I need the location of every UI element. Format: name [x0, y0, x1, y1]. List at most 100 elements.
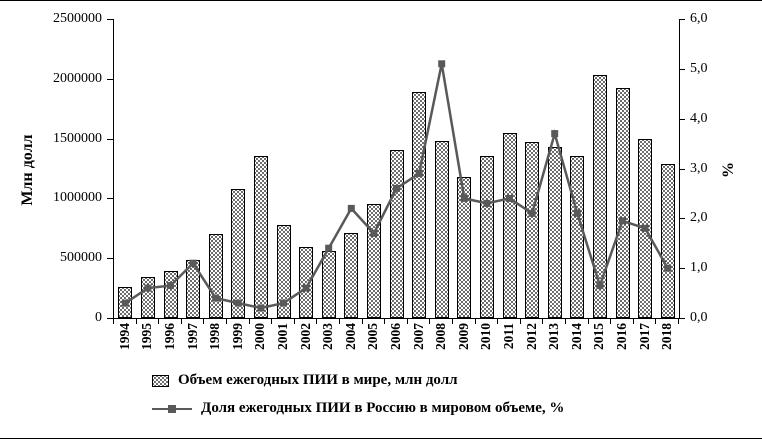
line-marker-2015	[596, 282, 604, 290]
line-marker-2010	[483, 199, 491, 207]
x-label-2009: 2009	[455, 323, 471, 350]
left-tick	[107, 198, 113, 199]
bar-2000	[253, 155, 268, 318]
x-tick	[180, 319, 182, 324]
x-label-2016: 2016	[614, 323, 629, 350]
x-tick	[406, 319, 408, 324]
right-tick	[679, 169, 685, 170]
x-label-2003: 2003	[320, 323, 336, 350]
x-label-2005: 2005	[365, 323, 381, 350]
bar-1999	[231, 188, 246, 318]
x-label-2010: 2010	[478, 323, 494, 350]
line-marker-1999	[234, 299, 242, 307]
x-label-2004: 2004	[342, 323, 358, 350]
x-tick	[339, 319, 340, 324]
x-label-2013: 2013	[546, 323, 562, 350]
x-tick	[632, 319, 634, 324]
x-label-2012: 2012	[523, 323, 539, 350]
x-tick	[587, 319, 589, 324]
x-label-2017: 2017	[636, 323, 652, 350]
x-label-2008: 2008	[433, 323, 449, 350]
plot-area	[113, 19, 680, 319]
x-label-1996: 1996	[162, 323, 177, 350]
left-tick-label: 0	[95, 310, 102, 325]
bar-swatch-icon	[152, 374, 169, 387]
right-tick-label: 0,0	[690, 310, 708, 325]
left-tick-label: 2500000	[53, 11, 102, 26]
line-marker-2004	[347, 204, 355, 212]
x-tick	[158, 319, 160, 324]
right-tick	[679, 268, 685, 269]
right-tick-label: 5,0	[690, 61, 708, 76]
left-tick-label: 500000	[60, 250, 102, 265]
legend-label-bars: Объем ежегодных ПИИ в мире, млн долл	[178, 372, 458, 388]
x-label-1997: 1997	[184, 323, 200, 350]
left-tick-label: 1500000	[53, 131, 102, 146]
line-marker-2002	[302, 284, 310, 292]
x-tick	[497, 319, 499, 324]
x-tick	[519, 319, 521, 324]
x-label-2001: 2001	[275, 323, 290, 350]
right-tick	[679, 69, 685, 70]
line-marker-2017	[641, 224, 649, 232]
bar-2009	[457, 176, 472, 318]
x-tick	[293, 319, 295, 324]
line-marker-1996	[167, 282, 174, 290]
right-tick-label: 3,0	[690, 161, 708, 176]
left-tick	[107, 318, 113, 319]
x-tick	[474, 319, 476, 324]
x-tick	[248, 319, 250, 324]
left-tick	[107, 258, 113, 259]
line-marker-1998	[212, 294, 220, 302]
right-tick	[679, 218, 685, 219]
legend-label-line: Доля ежегодных ПИИ в Россию в мировом об…	[201, 400, 565, 416]
right-tick	[679, 119, 685, 120]
x-tick	[384, 319, 386, 324]
line-marker-2018	[664, 264, 672, 272]
bar-2001	[276, 224, 291, 318]
x-tick	[316, 319, 318, 324]
x-tick	[135, 319, 137, 324]
bar-2014	[570, 155, 585, 318]
x-label-2018: 2018	[659, 323, 675, 350]
x-tick	[452, 319, 453, 324]
bar-2004	[344, 233, 359, 318]
bar-2012	[525, 142, 540, 318]
line-marker-2001	[280, 299, 287, 307]
line-marker-2008	[438, 60, 446, 68]
x-tick	[361, 319, 363, 324]
x-label-2015: 2015	[591, 323, 607, 350]
x-label-1998: 1998	[207, 323, 223, 350]
legend-item-line: Доля ежегодных ПИИ в Россию в мировом об…	[152, 398, 564, 419]
x-tick	[113, 319, 114, 324]
right-tick	[679, 318, 685, 319]
bar-2018	[660, 163, 675, 318]
line-swatch-icon	[152, 402, 192, 416]
x-label-1999: 1999	[229, 323, 245, 350]
x-label-1994: 1994	[116, 323, 132, 350]
line-marker-2013	[551, 130, 559, 138]
left-axis-title: Млн долл	[19, 134, 36, 206]
right-tick-label: 6,0	[690, 11, 708, 26]
x-label-2006: 2006	[388, 323, 403, 350]
x-tick	[678, 319, 679, 324]
bar-2013	[547, 147, 562, 318]
right-tick-label: 1,0	[690, 260, 708, 275]
legend: Объем ежегодных ПИИ в мире, млн долл Дол…	[152, 370, 564, 419]
line-marker-2012	[528, 209, 536, 217]
bar-2002	[299, 247, 314, 318]
x-label-2000: 2000	[252, 323, 268, 350]
line-marker-icon	[168, 404, 176, 413]
line-marker-2009	[460, 194, 468, 202]
x-label-2011: 2011	[501, 323, 516, 350]
line-series	[121, 60, 672, 312]
bar-2016	[615, 88, 630, 318]
line-marker-2003	[325, 244, 333, 252]
x-label-1995: 1995	[139, 323, 155, 350]
line-marker-1995	[144, 284, 152, 292]
line-marker-2016	[619, 217, 626, 225]
x-tick	[565, 319, 566, 324]
line-marker-2000	[257, 304, 265, 312]
line-marker-2007	[415, 170, 423, 177]
